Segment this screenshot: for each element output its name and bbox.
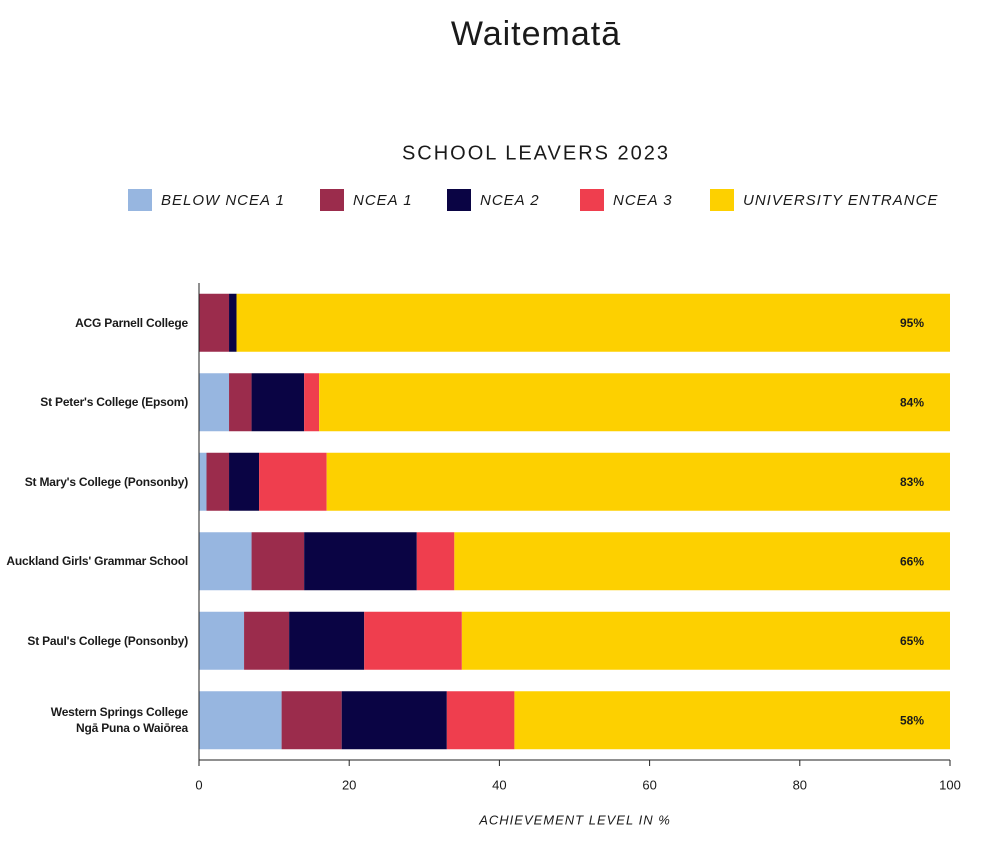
legend-label: NCEA 3 <box>613 192 673 209</box>
bar-segment <box>244 611 290 670</box>
bar-segment <box>199 691 282 750</box>
legend-swatch <box>710 189 734 211</box>
legend-label: NCEA 2 <box>480 192 540 209</box>
bar-segment <box>341 691 447 750</box>
bar-segment <box>251 373 305 432</box>
bar-segment <box>251 532 305 591</box>
legend-swatch <box>128 189 152 211</box>
data-label: 58% <box>900 713 924 727</box>
category-label: St Mary's College (Ponsonby) <box>24 474 188 489</box>
legend-swatch <box>320 189 344 211</box>
bar-segment <box>364 611 462 670</box>
bar-segment <box>304 373 320 432</box>
data-label: 83% <box>900 475 924 489</box>
bar-segment <box>259 452 327 511</box>
bar-segment <box>304 532 417 591</box>
x-tick-label: 60 <box>642 777 656 792</box>
bar-segment <box>236 293 951 352</box>
legend-label: UNIVERSITY ENTRANCE <box>743 192 938 209</box>
bar-segment <box>319 373 950 432</box>
bar-segment <box>206 452 230 511</box>
data-label: 66% <box>900 554 924 568</box>
x-tick-label: 0 <box>195 777 202 792</box>
legend-swatch <box>447 189 471 211</box>
bar-segment <box>199 373 230 432</box>
x-tick-label: 20 <box>342 777 356 792</box>
bar-segment <box>514 691 950 750</box>
category-label: St Paul's College (Ponsonby) <box>27 633 188 648</box>
category-label: Auckland Girls' Grammar School <box>6 554 188 569</box>
legend-swatch <box>580 189 604 211</box>
bar-segment <box>416 532 455 591</box>
data-label: 65% <box>900 634 924 648</box>
bar-segment <box>199 532 252 591</box>
bar-segment <box>229 373 252 432</box>
category-label: St Peter's College (Epsom) <box>40 395 188 410</box>
category-label: Western Springs College Ngā Puna o Waiōr… <box>50 705 188 736</box>
bar-segment <box>289 611 365 670</box>
x-axis-label: ACHIEVEMENT LEVEL IN % <box>478 812 671 827</box>
bar-segment <box>229 452 260 511</box>
bar-segment <box>229 293 237 352</box>
bar-segment <box>199 293 230 352</box>
bar-segment <box>326 452 950 511</box>
bar-segment <box>281 691 342 750</box>
x-tick-label: 40 <box>492 777 506 792</box>
chart-title: Waitematā <box>451 15 621 53</box>
legend-label: BELOW NCEA 1 <box>161 192 285 209</box>
category-label: ACG Parnell College <box>75 315 188 330</box>
bar-segment <box>199 611 245 670</box>
bar-segment <box>199 452 207 511</box>
bar-segment <box>446 691 515 750</box>
x-tick-label: 80 <box>793 777 807 792</box>
data-label: 95% <box>900 316 924 330</box>
bar-segment <box>461 611 950 670</box>
x-tick-label: 100 <box>939 777 961 792</box>
bar-segment <box>454 532 950 591</box>
chart-subtitle: SCHOOL LEAVERS 2023 <box>402 142 670 164</box>
data-label: 84% <box>900 395 924 409</box>
legend-label: NCEA 1 <box>353 192 413 209</box>
